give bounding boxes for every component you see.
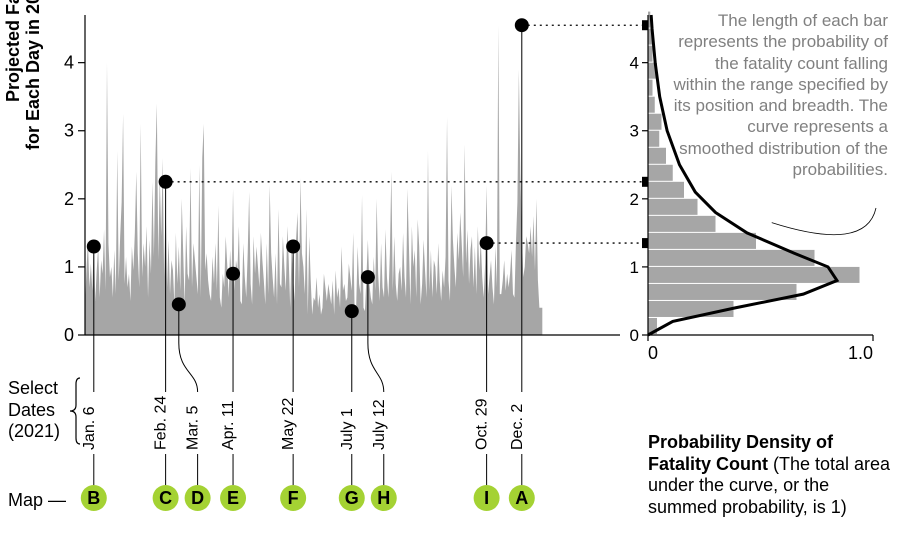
select-dates-l3: (2021) bbox=[8, 421, 60, 441]
left-ytick-label: 2 bbox=[64, 189, 74, 209]
right-xtick-label: 0 bbox=[648, 343, 658, 363]
left-ytick-label: 3 bbox=[64, 121, 74, 141]
density-bar bbox=[648, 267, 860, 283]
marker-connector bbox=[179, 335, 198, 392]
right-x-axis-label: Probability Density of Fatality Count (T… bbox=[648, 432, 896, 518]
density-bar bbox=[648, 301, 734, 317]
marker-dot bbox=[286, 239, 300, 253]
map-marker-letter: G bbox=[345, 488, 359, 508]
density-bar bbox=[648, 182, 684, 198]
left-ytick-label: 4 bbox=[64, 53, 74, 73]
marker-date-label: Apr. 11 bbox=[220, 400, 237, 450]
map-label-text: Map bbox=[8, 490, 43, 510]
map-dash: — bbox=[48, 490, 64, 510]
density-bar bbox=[648, 80, 653, 96]
marker-connector bbox=[368, 335, 384, 392]
select-dates-l1: Select bbox=[8, 378, 58, 398]
density-bar bbox=[648, 216, 716, 232]
ref-marker bbox=[642, 238, 648, 248]
right-ytick-label: 0 bbox=[630, 326, 639, 345]
density-bar bbox=[648, 233, 756, 249]
map-label: Map — bbox=[8, 490, 64, 511]
map-marker-letter: D bbox=[191, 488, 204, 508]
map-marker-letter: C bbox=[159, 488, 172, 508]
marker-date-label: Jan. 6 bbox=[81, 406, 98, 450]
y-axis-label-line2: for Each Day in 2021 (millions) bbox=[23, 0, 43, 150]
marker-dot bbox=[345, 304, 359, 318]
right-ytick-label: 3 bbox=[630, 122, 639, 141]
marker-dot bbox=[480, 236, 494, 250]
map-marker-letter: I bbox=[484, 488, 489, 508]
marker-dot bbox=[87, 239, 101, 253]
right-xtick-label: 1.0 bbox=[848, 343, 873, 363]
ref-marker bbox=[642, 177, 648, 187]
density-bar bbox=[648, 131, 659, 147]
right-ytick-label: 4 bbox=[630, 54, 639, 73]
density-bar bbox=[648, 46, 653, 62]
figure-root: Projected Fatalities for Each Day in 202… bbox=[0, 0, 900, 544]
density-bar bbox=[648, 97, 655, 113]
map-marker-letter: H bbox=[377, 488, 390, 508]
density-bar bbox=[648, 284, 797, 300]
left-ytick-label: 1 bbox=[64, 257, 74, 277]
density-bar bbox=[648, 199, 698, 215]
marker-dot bbox=[515, 18, 529, 32]
marker-date-label: Dec. 2 bbox=[509, 404, 526, 450]
annotation-leader bbox=[772, 208, 876, 235]
select-dates-label: Select Dates (2021) bbox=[8, 378, 60, 443]
map-marker-letter: A bbox=[515, 488, 528, 508]
ref-marker bbox=[642, 20, 648, 30]
density-bar bbox=[648, 114, 662, 130]
marker-dot bbox=[172, 297, 186, 311]
right-ytick-label: 1 bbox=[630, 258, 639, 277]
marker-date-label: July 1 bbox=[339, 408, 356, 450]
marker-dot bbox=[226, 267, 240, 281]
select-dates-l2: Dates bbox=[8, 400, 55, 420]
y-axis-label: Projected Fatalities for Each Day in 202… bbox=[4, 0, 44, 150]
marker-date-label: Mar. 5 bbox=[185, 405, 202, 450]
density-bar bbox=[648, 165, 673, 181]
marker-date-label: Feb. 24 bbox=[153, 396, 170, 450]
marker-dot bbox=[159, 175, 173, 189]
marker-dot bbox=[361, 270, 375, 284]
density-bar bbox=[648, 148, 666, 164]
annotation-text: The length of each bar represents the pr… bbox=[673, 10, 888, 180]
map-marker-letter: E bbox=[227, 488, 239, 508]
marker-date-label: May 22 bbox=[280, 397, 297, 450]
marker-date-label: July 12 bbox=[371, 399, 388, 450]
map-marker-letter: B bbox=[87, 488, 100, 508]
fatalities-area bbox=[85, 25, 542, 335]
y-axis-label-line1: Projected Fatalities bbox=[3, 0, 23, 102]
left-ytick-label: 0 bbox=[64, 325, 74, 345]
brace-icon bbox=[70, 378, 80, 444]
right-ytick-label: 2 bbox=[630, 190, 639, 209]
marker-date-label: Oct. 29 bbox=[474, 398, 491, 450]
map-marker-letter: F bbox=[288, 488, 299, 508]
